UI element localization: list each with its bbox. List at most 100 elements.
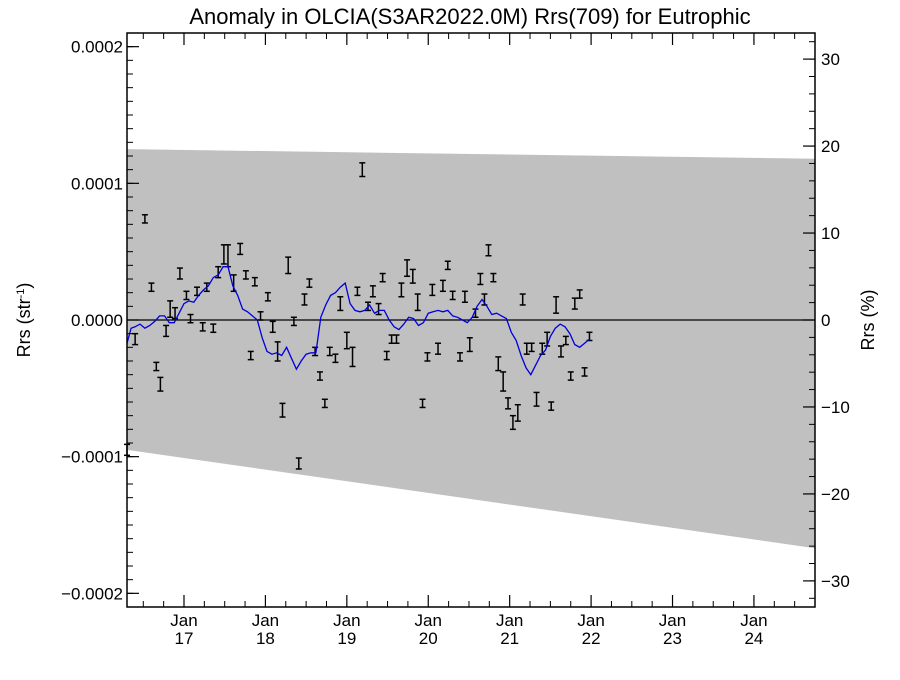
error-bar-point	[419, 398, 426, 409]
chart-title: Anomaly in OLCIA(S3AR2022.0M) Rrs(709) f…	[189, 4, 750, 29]
uncertainty-band	[127, 149, 815, 549]
error-bar-point	[509, 414, 516, 431]
x-tick-label-month: Jan	[496, 611, 523, 630]
error-bar-point	[274, 341, 281, 362]
error-bar-point	[187, 313, 194, 324]
error-bar-point	[457, 352, 464, 362]
error-bar-point	[301, 293, 308, 306]
y-tick-label-right: 0	[821, 311, 830, 330]
error-bar-point	[404, 259, 411, 278]
error-bar-point	[343, 331, 350, 350]
error-bar-point	[485, 244, 492, 257]
x-tick-label-month: Jan	[252, 611, 279, 630]
error-bar-point	[163, 324, 170, 338]
x-tick-label-year: 18	[256, 629, 275, 648]
error-bar-point	[581, 367, 588, 377]
y-tick-label-right: 10	[821, 224, 840, 243]
error-bar-point	[157, 376, 164, 392]
x-tick-label-year: 22	[582, 629, 601, 648]
error-bar-point	[349, 346, 356, 368]
error-bar-point	[557, 345, 564, 358]
error-bar-point	[490, 272, 497, 283]
error-bar-point	[553, 296, 560, 314]
y-tick-label-right: −20	[821, 485, 850, 504]
error-bar-point	[247, 350, 254, 361]
error-bar-point	[449, 290, 456, 301]
y-tick-label-left: 0.0002	[71, 38, 123, 57]
error-bar-point	[316, 371, 323, 381]
error-bar-point	[242, 270, 249, 280]
y-tick-label-right: −30	[821, 572, 850, 591]
error-bar-point	[237, 242, 244, 256]
y-tick-label-right: 20	[821, 137, 840, 156]
error-bar-point	[257, 311, 264, 321]
error-bar-point	[414, 293, 421, 312]
error-bar-point	[533, 391, 540, 407]
error-bar-point	[424, 352, 431, 362]
x-tick-label-year: 21	[500, 629, 519, 648]
x-tick-label-year: 17	[175, 629, 194, 648]
error-bar-point	[332, 353, 339, 364]
error-bar-point	[435, 342, 442, 355]
x-tick-label-month: Jan	[170, 611, 197, 630]
error-bar-point	[269, 320, 276, 334]
error-bar-point	[439, 279, 446, 293]
x-tick-label-month: Jan	[415, 611, 442, 630]
error-bar-point	[354, 286, 361, 297]
error-bar-point	[444, 260, 451, 271]
error-bar-point	[153, 361, 160, 372]
error-bar-point	[519, 293, 526, 306]
error-bar-point	[167, 300, 174, 319]
error-bar-point	[210, 323, 217, 334]
series-line	[126, 266, 590, 376]
y-tick-label-right: 30	[821, 50, 840, 69]
error-bar-point	[576, 289, 583, 299]
error-bar-point	[429, 283, 436, 297]
error-bar-point	[295, 457, 302, 470]
error-bar-point	[321, 398, 328, 409]
error-bar-point	[505, 397, 512, 410]
error-bar-point	[337, 296, 344, 312]
y-tick-label-left: −0.0002	[61, 584, 123, 603]
y-tick-label-left: −0.0001	[61, 448, 123, 467]
error-bar-point	[306, 278, 313, 288]
error-bar-point	[183, 290, 190, 301]
error-bar-point	[359, 162, 366, 178]
error-bar-point	[409, 268, 416, 284]
error-bar-point	[279, 402, 286, 418]
error-bar-point	[495, 356, 502, 372]
error-bar-point	[375, 302, 382, 316]
error-bar-point	[514, 403, 521, 422]
error-bar-point	[199, 321, 206, 332]
error-bar-point	[548, 401, 555, 411]
error-bar-point	[132, 332, 139, 346]
error-bar-point	[148, 282, 155, 293]
error-bar-point	[141, 214, 148, 224]
error-bar-point	[500, 371, 507, 392]
error-bar-point	[398, 282, 405, 298]
x-tick-label-year: 23	[663, 629, 682, 648]
error-bar-point	[215, 265, 222, 279]
error-bar-point	[172, 306, 179, 320]
error-bar-point	[466, 337, 473, 353]
y-tick-label-left: 0.0000	[71, 311, 123, 330]
x-tick-label-year: 20	[419, 629, 438, 648]
error-bar-point	[290, 316, 297, 327]
error-bar-point	[379, 272, 386, 283]
error-bar-point	[562, 335, 569, 346]
y-axis-label-right: Rrs (%)	[858, 290, 878, 351]
error-bar-point	[326, 346, 333, 357]
x-tick-label-month: Jan	[577, 611, 604, 630]
x-tick-label-year: 24	[744, 629, 763, 648]
error-bar-point	[477, 272, 484, 286]
error-bar-point	[567, 371, 574, 381]
x-tick-label-month: Jan	[333, 611, 360, 630]
x-tick-label-year: 19	[337, 629, 356, 648]
error-bar-point	[264, 291, 271, 302]
x-tick-label-month: Jan	[659, 611, 686, 630]
error-bar-point	[285, 256, 292, 275]
error-bar-point	[383, 350, 390, 361]
x-tick-label-month: Jan	[740, 611, 767, 630]
